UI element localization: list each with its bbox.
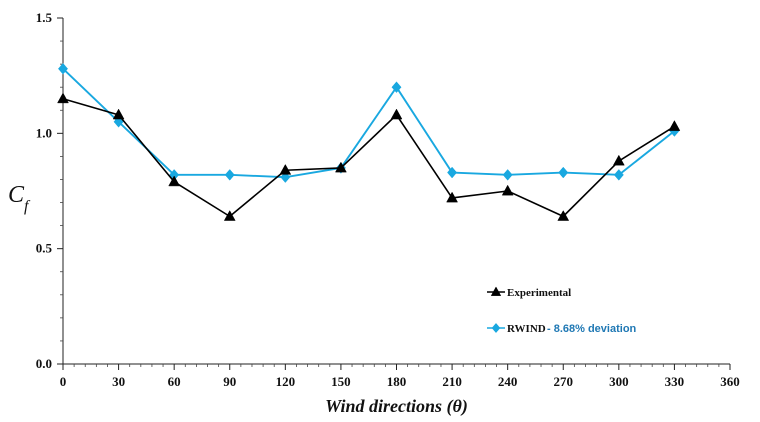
x-tick-label: 90 — [223, 374, 236, 389]
x-tick-label: 30 — [112, 374, 125, 389]
experimental-data-point — [446, 191, 458, 203]
x-axis-title: Wind directions (θ) — [325, 396, 468, 417]
y-tick-label: 1.5 — [36, 10, 53, 25]
rwind-deviation-note: - 8.68% deviation — [547, 323, 637, 335]
experimental-data-point — [390, 108, 403, 120]
experimental-data-point — [335, 161, 347, 173]
x-tick-label: 240 — [498, 374, 518, 389]
experimental-series-line — [62, 97, 675, 218]
experimental-data-point — [557, 210, 570, 221]
experimental-data-point — [223, 210, 236, 221]
legend-item-experimental: Experimental — [487, 286, 571, 299]
experimental-data-point — [112, 108, 125, 120]
x-tick-label: 120 — [276, 374, 296, 389]
x-tick-label: 150 — [331, 374, 351, 389]
y-tick-label: 0.0 — [36, 356, 52, 371]
x-tick-label: 60 — [168, 374, 181, 389]
axes-layer — [62, 18, 730, 365]
rwind-data-point — [558, 166, 569, 179]
rwind-legend-label: RWIND — [507, 323, 546, 335]
y-axis-title: Cf — [8, 182, 31, 215]
rwind-data-point — [502, 169, 513, 181]
x-tick-label: 360 — [720, 374, 740, 389]
ticks-layer: 0 30 60 90 120 150 180 210 240 270 300 330 360 0.0 0.5… — [36, 10, 740, 389]
rwind-data-point — [224, 169, 235, 181]
labels-layer: Wind directions (θ) Cf — [8, 182, 468, 417]
rwind-data-point — [613, 169, 624, 181]
experimental-data-point — [501, 184, 514, 196]
experimental-data-point — [612, 154, 625, 166]
rwind-data-point — [58, 62, 68, 75]
legend: Experimental RWIND - 8.68% deviation — [487, 286, 637, 335]
rwind-series-line — [62, 68, 676, 179]
x-tick-label: 210 — [442, 374, 462, 389]
experimental-legend-label: Experimental — [507, 287, 571, 299]
experimental-data-point — [57, 92, 69, 104]
x-tick-label: 0 — [60, 374, 67, 389]
x-tick-label: 180 — [387, 374, 407, 389]
legend-item-rwind: RWIND — [487, 322, 546, 335]
y-tick-label: 1.0 — [36, 125, 52, 140]
series-layer — [57, 62, 681, 221]
experimental-data-point — [168, 175, 181, 187]
rwind-legend-marker — [491, 322, 501, 334]
rwind-data-point — [447, 166, 458, 179]
x-tick-label: 330 — [665, 374, 685, 389]
experimental-data-point — [668, 120, 681, 131]
x-tick-label: 300 — [609, 374, 629, 389]
experimental-legend-marker — [490, 286, 502, 296]
x-tick-label: 270 — [554, 374, 574, 389]
experimental-data-point — [279, 163, 292, 175]
rwind-data-point — [391, 81, 402, 93]
y-tick-label: 0.5 — [36, 241, 53, 256]
